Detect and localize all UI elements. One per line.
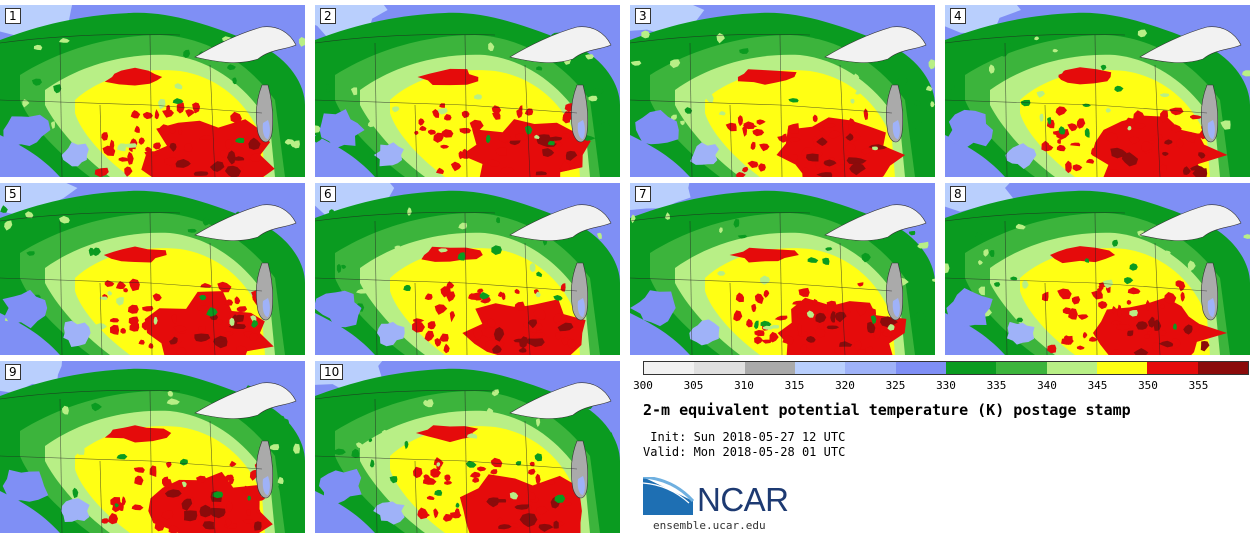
colorbar [643,361,1249,375]
panel-number-label: 2 [320,8,336,24]
colorbar-segment [744,362,795,374]
colorbar-segment [644,362,695,374]
colorbar-tick-label: 310 [734,379,754,392]
colorbar-segment [1197,362,1248,374]
ncar-logo-text: NCAR [697,481,789,518]
init-time-text: Init: Sun 2018-05-27 12 UTC [643,430,846,444]
ensemble-member-map: 6 [315,183,620,355]
panel-number-label: 4 [950,8,966,24]
panel-number-label: 7 [635,186,651,202]
panel-number-label: 6 [320,186,336,202]
colorbar-segment [794,362,846,374]
figure-title: 2-m equivalent potential temperature (K)… [643,401,1131,419]
colorbar-segment [895,362,946,374]
colorbar-tick-label: 320 [835,379,855,392]
colorbar-segment [1046,362,1097,374]
colorbar-tick-labels: 300 305 310 315 320 325 330 335 340 345 350 355 [633,379,1249,393]
colorbar-tick-label: 325 [885,379,906,392]
ncar-logo-icon [643,477,695,515]
colorbar-tick-label: 355 [1188,379,1209,392]
colorbar-tick-label: 350 [1138,379,1158,392]
ensemble-member-map: 2 [315,5,620,177]
ensemble-member-map: 4 [945,5,1250,177]
panel-number-label: 10 [320,364,344,380]
colorbar-tick-label: 300 [633,379,653,392]
colorbar-segment [694,362,745,374]
valid-time-text: Valid: Mon 2018-05-28 01 UTC [643,445,846,459]
ensemble-member-map: 1 [0,5,305,177]
ensemble-url: ensemble.ucar.edu [653,519,766,532]
ensemble-member-map: 3 [630,5,935,177]
colorbar-tick-label: 315 [784,379,805,392]
colorbar-segment [845,362,896,374]
colorbar-tick-label: 305 [683,379,704,392]
panel-number-label: 1 [5,8,21,24]
colorbar-segment [1147,362,1198,374]
ensemble-member-map: 10 [315,361,620,533]
ensemble-member-map: 8 [945,183,1250,355]
panel-number-label: 5 [5,186,21,202]
colorbar-tick-label: 340 [1037,379,1057,392]
panel-number-label: 3 [635,8,651,24]
colorbar-segment [1096,362,1148,374]
colorbar-tick-label: 335 [986,379,1007,392]
colorbar-tick-label: 345 [1087,379,1108,392]
ensemble-member-map: 9 [0,361,305,533]
ensemble-member-map: 7 [630,183,935,355]
colorbar-segment [996,362,1047,374]
ensemble-member-map: 5 [0,183,305,355]
colorbar-segment [945,362,997,374]
panel-number-label: 9 [5,364,21,380]
colorbar-tick-label: 330 [936,379,956,392]
panel-number-label: 8 [950,186,966,202]
